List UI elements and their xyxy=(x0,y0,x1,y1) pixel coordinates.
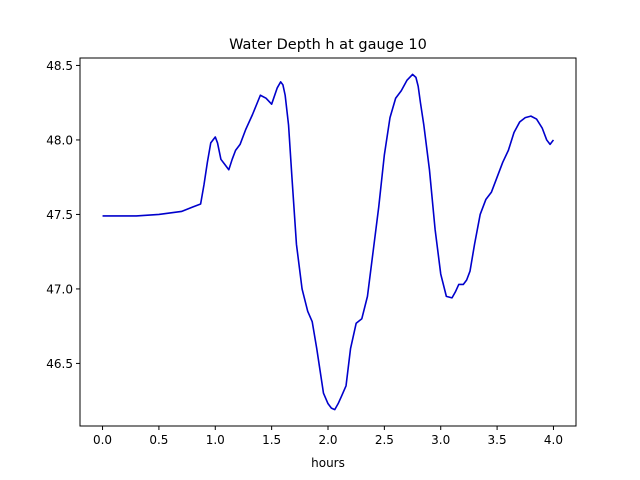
x-tick-label: 0.0 xyxy=(93,433,112,447)
x-tick-label: 0.5 xyxy=(149,433,168,447)
y-tick-label: 46.5 xyxy=(46,357,73,371)
x-tick-label: 1.5 xyxy=(262,433,281,447)
series-line-0 xyxy=(102,73,555,411)
y-tick-label: 47.0 xyxy=(46,282,73,296)
y-tick-label: 48.5 xyxy=(46,59,73,73)
x-tick-label: 1.0 xyxy=(206,433,225,447)
x-tick-label: 3.0 xyxy=(431,433,450,447)
x-tick-label: 2.0 xyxy=(318,433,337,447)
plot-frame xyxy=(79,57,577,427)
x-tick-label: 3.5 xyxy=(488,433,507,447)
plot-area xyxy=(102,73,555,411)
x-tick-label: 4.0 xyxy=(544,433,563,447)
y-tick-label: 48.0 xyxy=(46,133,73,147)
chart-title: Water Depth h at gauge 10 xyxy=(229,37,427,53)
x-tick-label: 2.5 xyxy=(375,433,394,447)
y-tick-label: 47.5 xyxy=(46,208,73,222)
x-axis: 0.0 0.5 1.0 1.5 2.0 2.5 3.0 3.5 4.0 xyxy=(93,426,563,447)
y-axis: 46.5 47.0 47.5 48.0 48.5 xyxy=(46,59,80,371)
x-axis-label: hours xyxy=(311,456,345,470)
